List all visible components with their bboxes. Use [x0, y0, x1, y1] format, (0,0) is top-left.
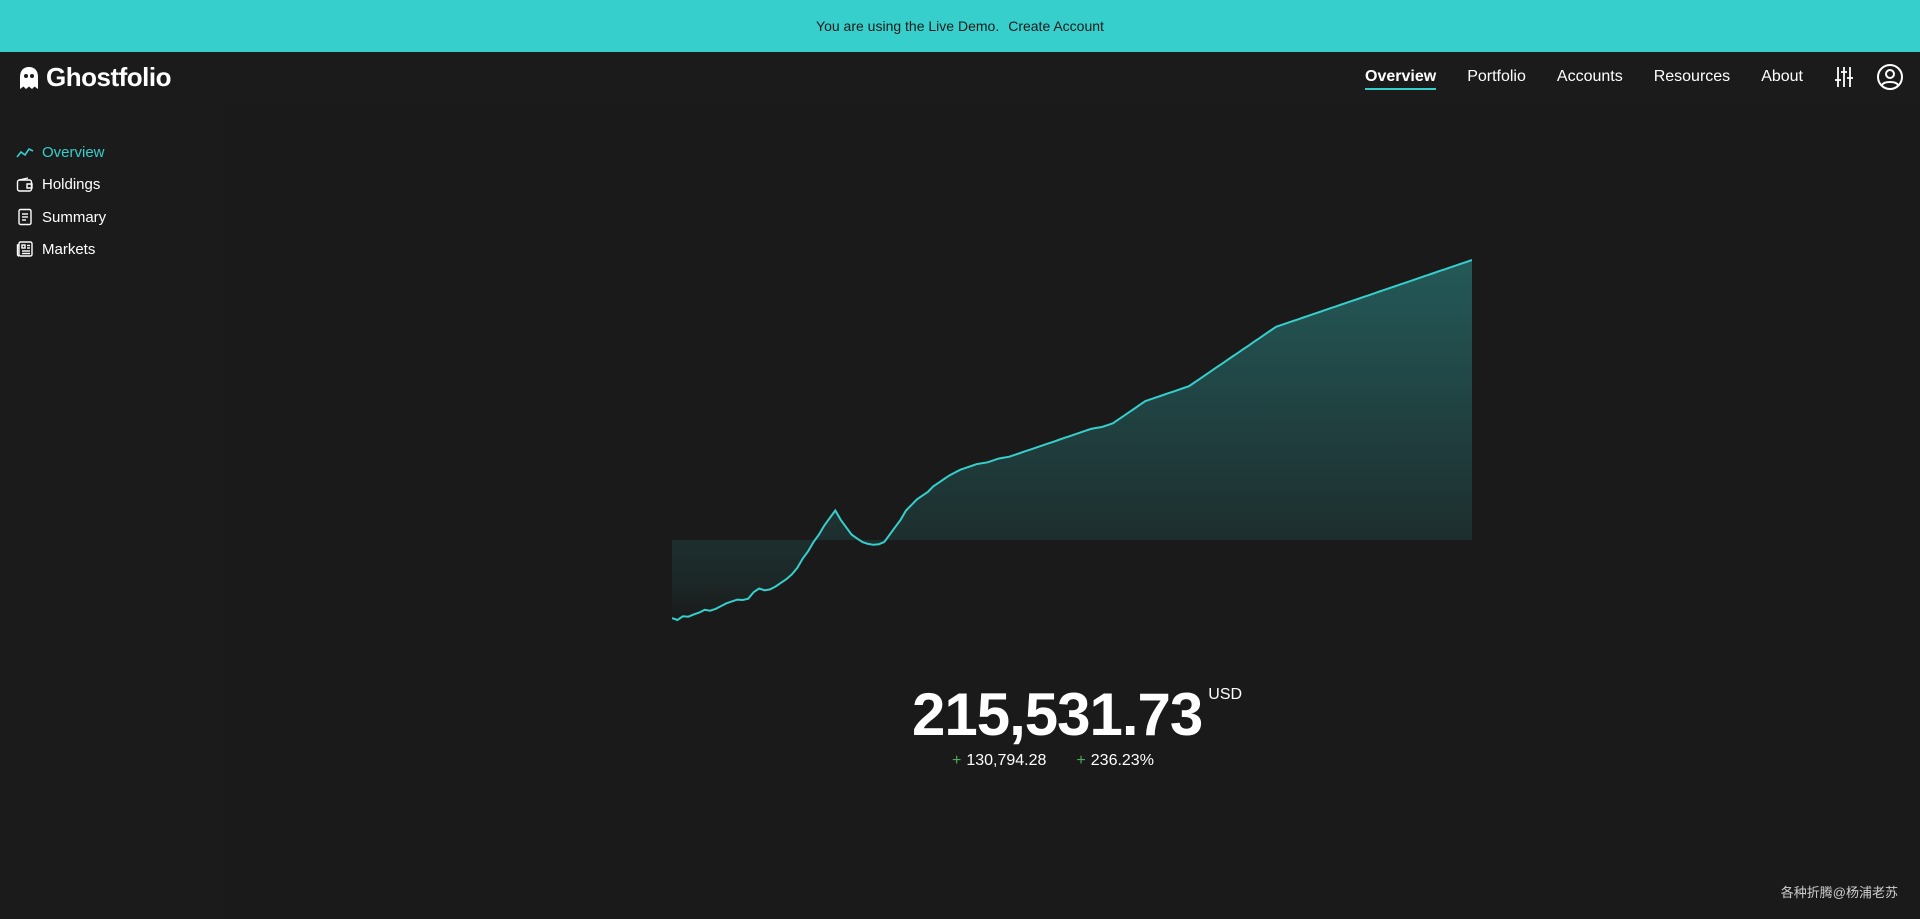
newspaper-icon: [16, 241, 33, 257]
sidebar: Overview Holdings Summary Markets: [0, 102, 224, 919]
main-nav: Overview Portfolio Accounts Resources Ab…: [1365, 52, 1920, 102]
wallet-icon: [16, 176, 33, 192]
watermark: 各种折腾@杨浦老苏: [1780, 885, 1898, 900]
sidebar-item-label: Holdings: [42, 176, 101, 193]
sidebar-item-label: Markets: [42, 240, 96, 258]
demo-banner: You are using the Live Demo. Create Acco…: [0, 0, 1920, 52]
top-header: Ghostfolio Overview Portfolio Accounts R…: [0, 52, 1920, 102]
user-account-icon[interactable]: [1876, 63, 1904, 91]
nav-accounts[interactable]: Accounts: [1556, 68, 1623, 85]
portfolio-value: 215,531.73 USD: [912, 680, 1242, 750]
sidebar-item-markets[interactable]: Markets: [16, 240, 95, 258]
create-account-link[interactable]: Create Account: [1008, 18, 1104, 34]
ghost-icon: [20, 66, 38, 89]
performance-chart: [672, 259, 1472, 622]
change-absolute: 130,794.28: [966, 752, 1047, 769]
logo[interactable]: Ghostfolio: [18, 62, 171, 93]
plus-sign: +: [952, 752, 962, 769]
nav-overview[interactable]: Overview: [1365, 64, 1437, 90]
logo-text: Ghostfolio: [46, 62, 171, 92]
sidebar-item-label: Summary: [42, 208, 107, 226]
banner-text: You are using the Live Demo.: [816, 18, 1000, 34]
change-percent: 236.23%: [1090, 752, 1154, 769]
sidebar-item-overview[interactable]: Overview: [16, 144, 105, 161]
sidebar-item-summary[interactable]: Summary: [16, 208, 106, 226]
settings-sliders-icon[interactable]: [1834, 65, 1854, 89]
trend-icon: [16, 147, 34, 157]
document-icon: [18, 208, 32, 226]
nav-about[interactable]: About: [1761, 68, 1803, 85]
plus-sign: +: [1076, 752, 1086, 769]
chart-line: [672, 259, 1472, 622]
total-value: 215,531.73: [912, 681, 1203, 748]
sidebar-item-label: Overview: [42, 144, 105, 161]
performance-changes: + 130,794.28 + 236.23%: [952, 752, 1154, 770]
currency-code: USD: [1208, 686, 1243, 703]
sidebar-item-holdings[interactable]: Holdings: [16, 176, 100, 193]
nav-resources[interactable]: Resources: [1653, 68, 1731, 85]
nav-portfolio[interactable]: Portfolio: [1467, 68, 1526, 85]
chart-area: [672, 260, 1472, 620]
